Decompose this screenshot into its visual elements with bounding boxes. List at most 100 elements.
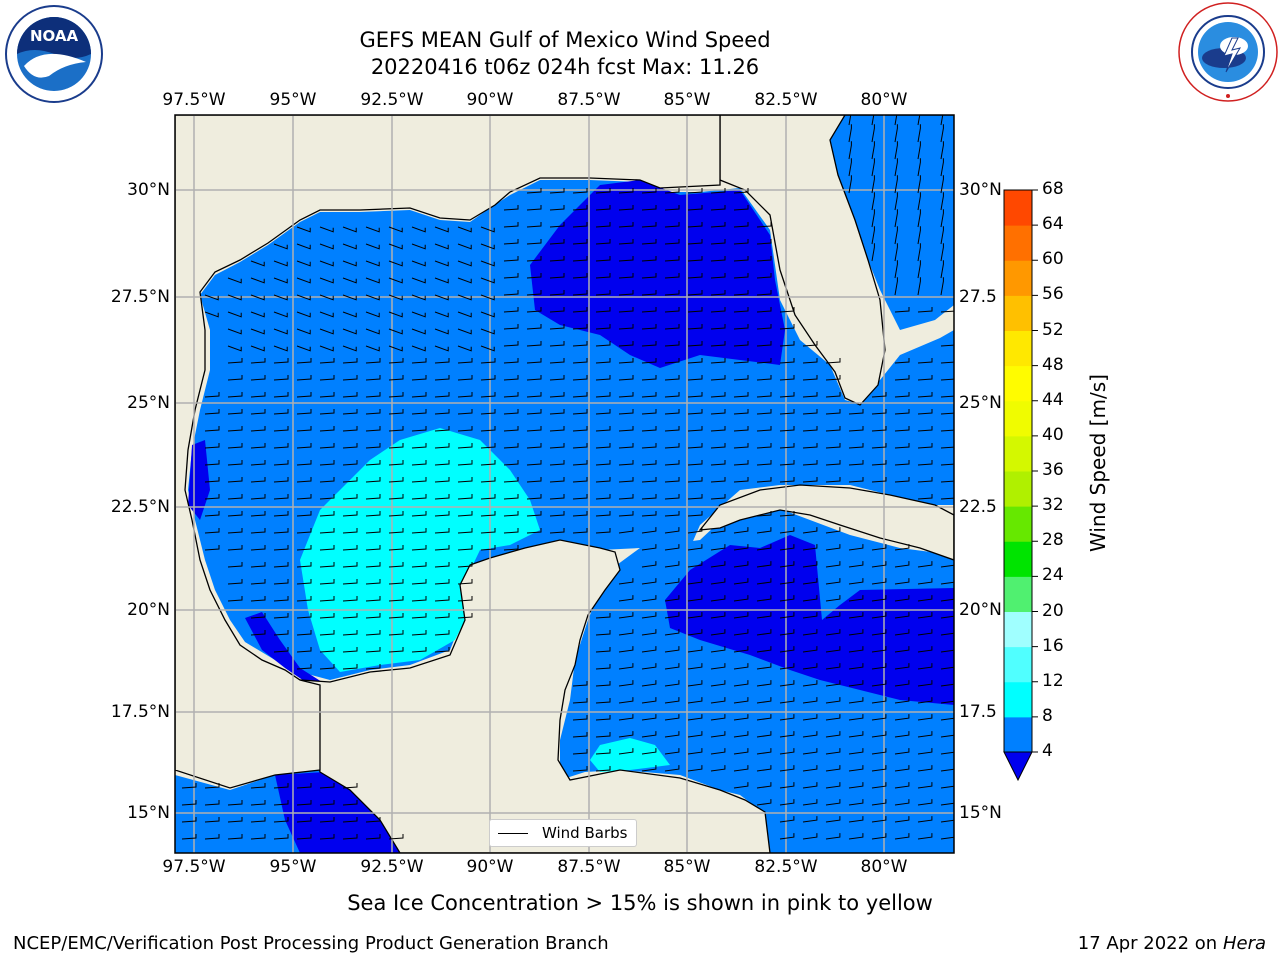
- wind-barb: [319, 226, 334, 233]
- wind-barb: [204, 783, 220, 789]
- wind-barb: [940, 463, 954, 466]
- wind-barb: [319, 243, 334, 250]
- wind-barb: [342, 345, 357, 352]
- wind-barb: [457, 579, 473, 585]
- wind-barb: [227, 834, 243, 840]
- wind-barb: [204, 426, 220, 432]
- colorbar-tick-label: 56: [1042, 284, 1064, 305]
- wind-barb: [273, 613, 289, 619]
- wind-barb: [365, 494, 381, 500]
- wind-barb: [940, 497, 954, 500]
- wind-barb: [296, 579, 312, 585]
- wind-barb: [825, 646, 841, 653]
- wind-barb: [756, 646, 772, 653]
- wind-barb: [825, 816, 841, 823]
- wind-barb: [894, 141, 898, 160]
- wind-barb: [595, 715, 611, 721]
- wind-barb: [641, 358, 657, 364]
- wind-barb: [802, 680, 818, 687]
- wind-barb: [250, 613, 266, 619]
- wind-barb: [388, 294, 403, 301]
- wind-barb: [342, 375, 358, 381]
- wind-barb: [940, 632, 954, 636]
- wind-barb: [687, 477, 703, 483]
- wind-barb: [940, 226, 944, 245]
- wind-barb: [687, 544, 703, 551]
- wind-barb: [756, 799, 772, 806]
- wind-barb: [595, 222, 611, 228]
- wind-barb: [710, 663, 726, 670]
- wind-barb: [848, 765, 864, 772]
- colorbar-segment: [1004, 330, 1032, 367]
- wind-barb: [457, 345, 472, 352]
- wind-barb: [894, 578, 910, 585]
- wind-barb: [319, 392, 335, 398]
- wind-barb: [480, 443, 496, 449]
- wind-barb: [595, 630, 611, 636]
- wind-barb: [342, 226, 357, 233]
- wind-barb: [595, 664, 611, 670]
- colorbar-segment: [1004, 295, 1032, 331]
- wind-barb: [595, 205, 611, 211]
- wind-barb: [342, 783, 358, 789]
- wind-barb: [940, 158, 944, 177]
- wind-barb: [641, 697, 657, 704]
- wind-barb: [296, 511, 312, 517]
- wind-barb: [664, 409, 680, 415]
- wind-barb: [756, 561, 772, 568]
- wind-barb: [687, 205, 703, 211]
- wind-barb: [917, 646, 933, 653]
- wind-barb: [664, 731, 680, 738]
- wind-barb: [894, 714, 910, 721]
- wind-barb: [273, 834, 289, 840]
- wind-barb: [917, 409, 933, 415]
- lon-tick-bottom: 85°W: [663, 857, 711, 877]
- wind-barb: [572, 188, 588, 194]
- wind-barb: [871, 443, 887, 449]
- wind-barb: [917, 731, 933, 738]
- wind-barb: [572, 290, 588, 296]
- wind-barb: [296, 647, 312, 653]
- wind-barb: [480, 260, 495, 267]
- wind-barb: [779, 663, 795, 670]
- wind-barb: [273, 477, 289, 483]
- wind-barb: [917, 799, 933, 806]
- wind-barb: [296, 817, 312, 823]
- wind-barb: [411, 494, 427, 500]
- wind-barb: [779, 341, 795, 347]
- wind-barb: [342, 800, 358, 806]
- wind-barb: [802, 392, 818, 398]
- wind-barb: [779, 612, 795, 619]
- wind-barb: [457, 260, 472, 267]
- calm-region-northeast-gulf: [530, 180, 785, 368]
- wind-barb: [434, 494, 450, 500]
- wind-barb: [687, 409, 703, 415]
- wind-barb: [618, 680, 634, 687]
- wind-barb: [595, 426, 611, 432]
- wind-barb: [342, 426, 358, 432]
- wind-barb: [733, 612, 749, 619]
- wind-barb: [273, 311, 288, 318]
- wind-barb: [779, 629, 795, 636]
- wind-barb: [457, 358, 473, 364]
- wind-barb: [871, 460, 887, 466]
- wind-barb: [572, 341, 588, 347]
- colorbar-segment: [1004, 506, 1032, 542]
- lon-tick-top: 92.5°W: [360, 90, 424, 110]
- wind-barb: [641, 324, 657, 330]
- wind-barb-legend-swatch: [498, 833, 528, 834]
- wind-barb: [641, 256, 657, 262]
- wind-barb: [687, 307, 703, 313]
- wind-barb: [411, 243, 426, 250]
- colorbar-tick-label: 36: [1042, 460, 1064, 480]
- wind-barb: [434, 545, 450, 551]
- wind-barb: [825, 765, 841, 772]
- wind-barb: [411, 477, 427, 483]
- lon-tick-top: 95°W: [269, 90, 317, 110]
- wind-barb: [296, 409, 312, 415]
- wind-barb: [756, 765, 772, 772]
- wind-barb: [779, 646, 795, 653]
- wind-barb: [595, 460, 611, 466]
- wind-barb: [549, 443, 565, 449]
- wind-barb: [894, 192, 898, 211]
